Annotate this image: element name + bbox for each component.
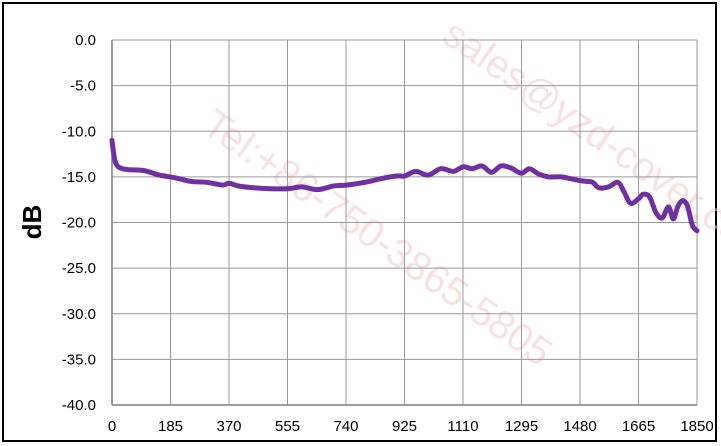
series-layer — [109, 137, 700, 234]
x-tick-label: 1110 — [447, 418, 478, 435]
axes — [111, 40, 697, 406]
x-tick-label: 1850 — [680, 418, 713, 435]
x-tick-label: 1665 — [622, 418, 655, 435]
x-tick-label: 555 — [275, 418, 300, 435]
x-tick-label: 1295 — [505, 418, 538, 435]
y-tick-label: -5.0 — [70, 78, 96, 95]
y-tick-label: 0.0 — [75, 32, 96, 49]
x-tick-label: 740 — [333, 418, 358, 435]
y-tick-label: -15.0 — [62, 169, 96, 186]
x-tick-labels: 0 185 370 555 740 925 1110 1295 1480 1665 1850 — [108, 418, 714, 435]
y-axis-label: dB — [17, 205, 47, 240]
y-tick-label: -20.0 — [62, 215, 96, 232]
y-tick-label: -25.0 — [62, 260, 96, 277]
watermark-line-1: Tel:+86-750-3865-5805 — [195, 101, 560, 375]
watermark-line-2: sales@yzd-cover.com — [435, 11, 721, 272]
series-line — [109, 137, 700, 234]
grid — [112, 39, 698, 405]
y-tick-label: -35.0 — [62, 351, 96, 368]
y-tick-label: -30.0 — [62, 306, 96, 323]
x-tick-label: 0 — [108, 418, 116, 435]
y-tick-labels: 0.0 -5.0 -10.0 -15.0 -20.0 -25.0 -30.0 -35.0 -40… — [62, 32, 96, 414]
x-tick-label: 370 — [216, 418, 241, 435]
y-tick-label: -40.0 — [62, 397, 96, 414]
x-tick-label: 1480 — [563, 418, 596, 435]
y-tick-label: -10.0 — [62, 123, 96, 140]
x-tick-label: 185 — [158, 418, 183, 435]
x-tick-label: 925 — [392, 418, 417, 435]
